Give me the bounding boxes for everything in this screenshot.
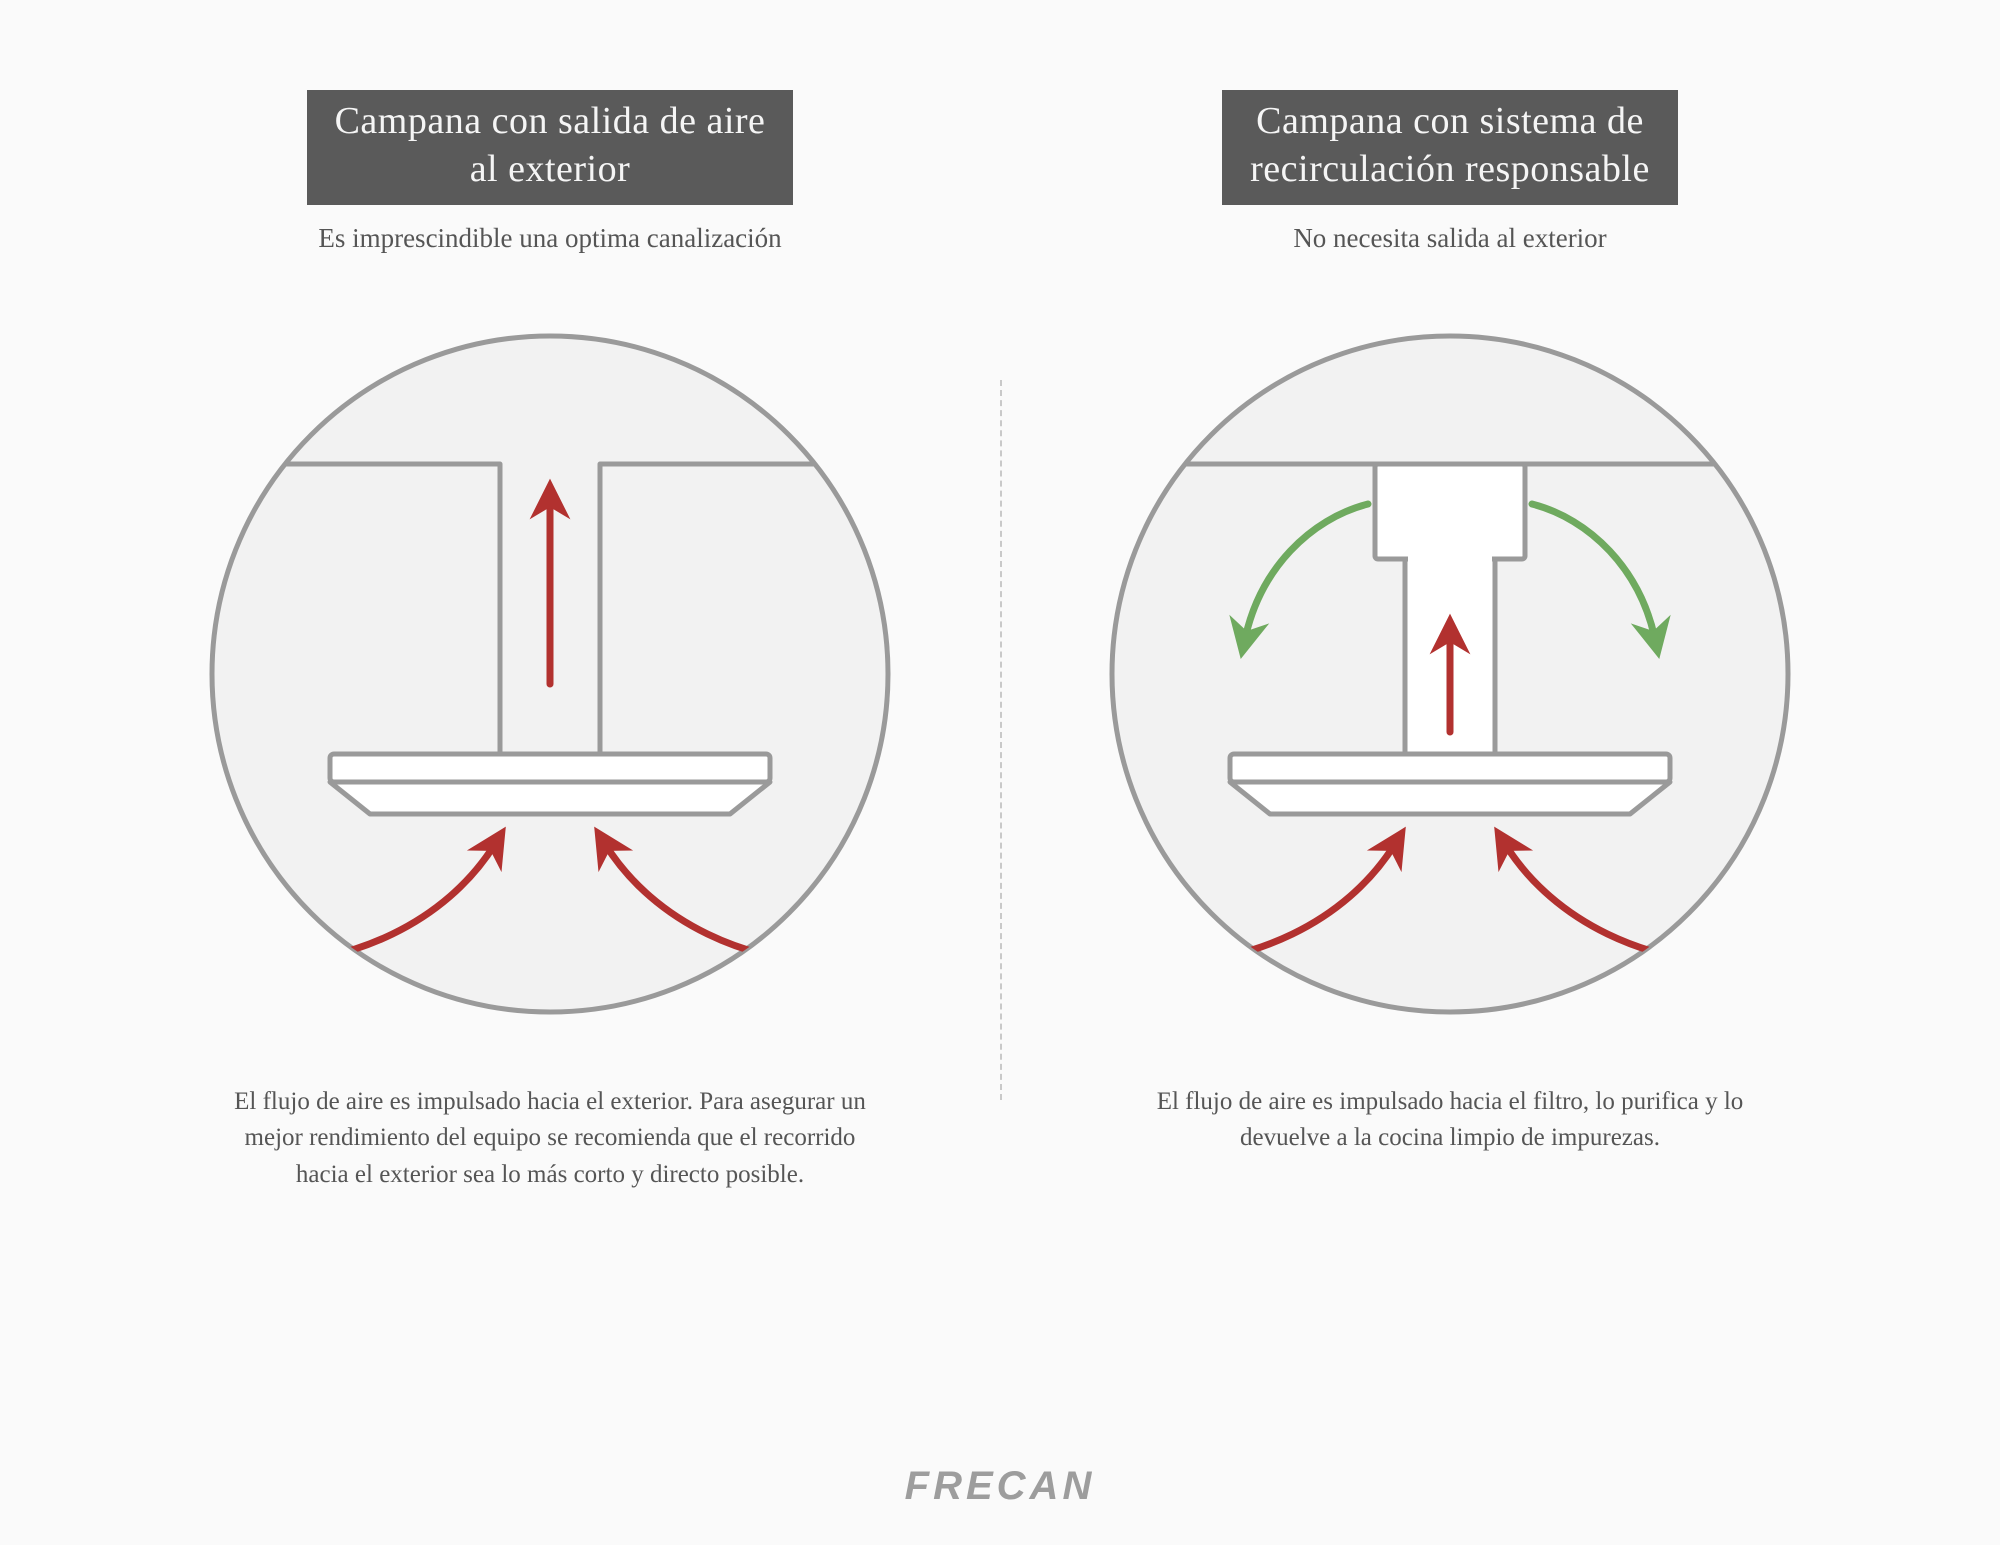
diagram-exterior (200, 324, 900, 1024)
description-recirculation: El flujo de aire es impulsado hacia el f… (1130, 1084, 1770, 1157)
title-recirculation: Campana con sistema de recirculación res… (1222, 90, 1678, 205)
title-line: Campana con sistema de (1256, 100, 1644, 142)
title-line: recirculación responsable (1250, 148, 1650, 190)
subtitle-exterior: Es imprescindible una optima canalizació… (318, 223, 781, 254)
title-line: al exterior (470, 148, 631, 190)
panel-recirculation: Campana con sistema de recirculación res… (1000, 90, 1900, 1405)
diagram-recirculation (1100, 324, 1800, 1024)
description-exterior: El flujo de aire es impulsado hacia el e… (230, 1084, 870, 1193)
panel-exterior: Campana con salida de aire al exterior E… (100, 90, 1000, 1405)
brand-logo: FRECAN (905, 1464, 1096, 1509)
subtitle-recirculation: No necesita salida al exterior (1293, 223, 1606, 254)
title-exterior: Campana con salida de aire al exterior (307, 90, 794, 205)
divider-line (1000, 380, 1002, 1100)
title-line: Campana con salida de aire (335, 100, 766, 142)
